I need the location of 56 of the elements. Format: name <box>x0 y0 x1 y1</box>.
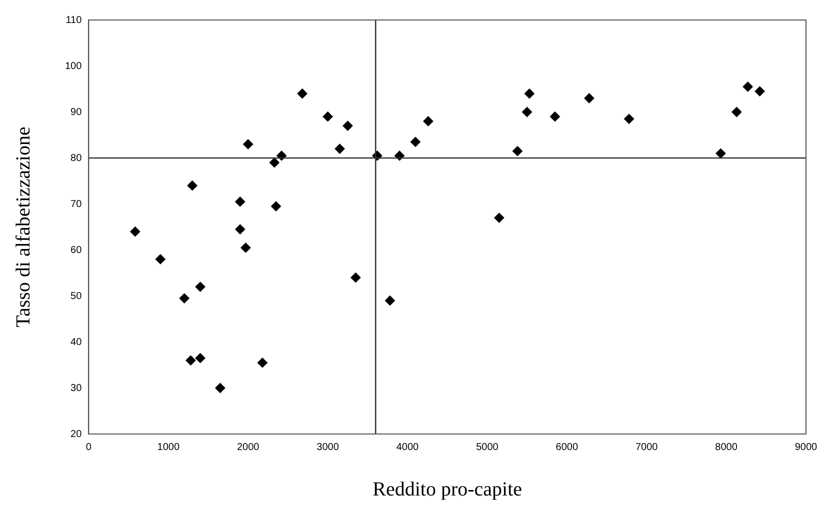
point <box>155 254 166 264</box>
x-tick-label: 0 <box>86 442 92 453</box>
point <box>384 296 395 306</box>
point <box>195 282 206 292</box>
point <box>754 86 765 96</box>
x-tick-label: 4000 <box>396 442 420 453</box>
y-tick-label: 30 <box>70 382 82 394</box>
point <box>334 144 345 154</box>
point <box>742 82 753 92</box>
y-tick-label: 70 <box>70 198 82 210</box>
y-tick-label: 40 <box>70 336 82 348</box>
point <box>732 107 742 117</box>
x-tick-label: 5000 <box>476 442 499 453</box>
point <box>584 93 594 104</box>
y-tick-label: 110 <box>66 14 82 26</box>
point <box>716 148 726 158</box>
point <box>423 116 434 126</box>
point <box>522 107 532 117</box>
y-tick-label: 20 <box>70 428 82 440</box>
point <box>524 88 534 99</box>
y-tick-label: 100 <box>64 60 82 72</box>
point <box>269 158 280 168</box>
x-axis-title: Reddito pro-capite <box>372 478 522 500</box>
x-tick-label: 8000 <box>715 442 738 453</box>
point <box>215 383 226 393</box>
x-tick-label: 2000 <box>236 442 260 453</box>
x-tick-label: 3000 <box>316 442 340 453</box>
point <box>322 112 333 122</box>
y-tick-label: 90 <box>70 106 82 118</box>
x-tick-label: 1000 <box>157 442 180 453</box>
x-tick-label: 7000 <box>635 442 658 453</box>
point <box>550 112 560 122</box>
point <box>235 224 246 234</box>
point <box>512 146 522 156</box>
y-tick-label: 60 <box>70 244 82 256</box>
point <box>270 201 281 212</box>
x-tick-label: 6000 <box>556 442 578 453</box>
point <box>130 226 140 237</box>
point <box>410 136 420 147</box>
point <box>243 139 254 150</box>
point <box>195 353 206 364</box>
point <box>235 196 246 207</box>
point <box>187 180 198 191</box>
y-tick-label: 80 <box>70 152 82 164</box>
point <box>342 120 353 131</box>
point <box>186 355 196 366</box>
x-tick-label: 9000 <box>794 442 818 453</box>
point <box>350 272 361 283</box>
point <box>179 293 190 304</box>
point <box>257 358 268 368</box>
point <box>624 114 634 124</box>
point <box>297 88 308 99</box>
y-axis-title: Tasso di alfabetizzazione <box>12 126 34 328</box>
point <box>240 242 251 253</box>
y-tick-label: 50 <box>70 290 82 302</box>
point <box>494 212 504 223</box>
